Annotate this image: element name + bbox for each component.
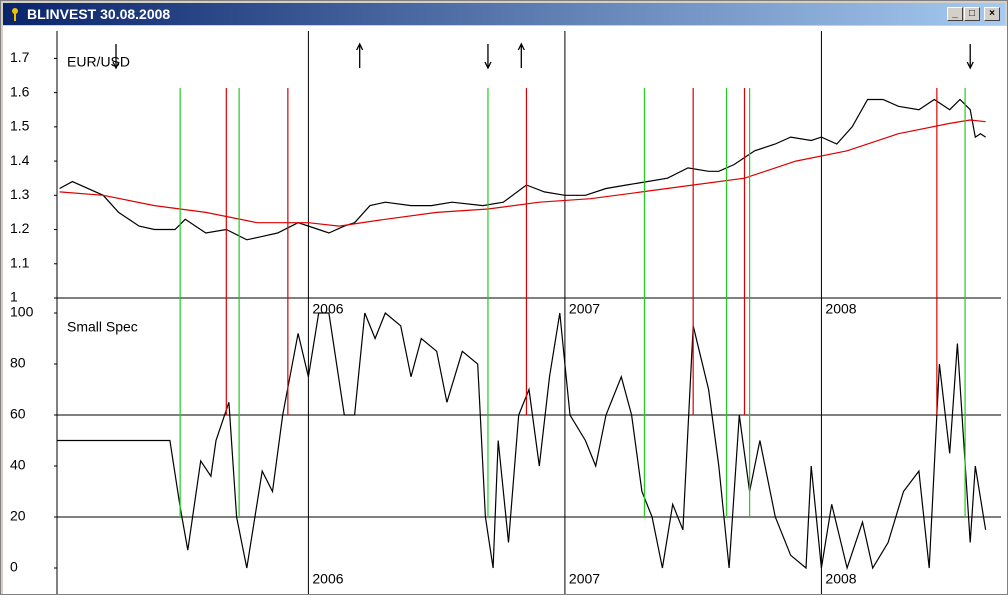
y-tick-label: 1.1 (10, 254, 30, 270)
window-title: BLINVEST 30.08.2008 (27, 6, 171, 22)
signal-arrow (484, 44, 492, 70)
series-line (59, 119, 986, 227)
signal-arrow (112, 44, 120, 70)
y-tick-label: 40 (10, 457, 26, 473)
series-label: Small Spec (67, 319, 138, 335)
x-tick-label: 2008 (825, 571, 856, 587)
arrow-head (484, 61, 492, 70)
y-tick-label: 100 (10, 304, 34, 320)
y-tick-label: 1.5 (10, 118, 30, 134)
y-tick-label: 20 (10, 508, 26, 524)
signal-arrow (517, 42, 525, 68)
arrow-head (112, 61, 120, 70)
arrow-head (356, 42, 364, 51)
y-tick-label: 1 (10, 289, 18, 305)
y-tick-label: 0 (10, 559, 18, 575)
x-tick-label: 2007 (569, 301, 600, 317)
x-tick-label: 2006 (312, 301, 343, 317)
app-icon (12, 8, 18, 21)
minimize-button[interactable]: _ (947, 7, 963, 21)
maximize-button[interactable]: □ (964, 7, 980, 21)
x-tick-label: 2008 (825, 301, 856, 317)
y-tick-label: 1.4 (10, 152, 30, 168)
x-tick-label: 2006 (312, 571, 343, 587)
y-tick-label: 1.3 (10, 186, 30, 202)
series-line (59, 98, 986, 241)
signal-arrow (356, 42, 364, 68)
close-button[interactable]: × (984, 7, 1000, 21)
y-tick-label: 60 (10, 406, 26, 422)
y-tick-label: 1.2 (10, 220, 30, 236)
chart-area: 2006 2007 2008 1 1.1 1.2 1.3 1.4 1.5 1.6 1.7 EUR/US… (3, 26, 1007, 594)
y-tick-label: 1.7 (10, 49, 30, 65)
title-bar: BLINVEST 30.08.2008 _ □ × (3, 3, 1005, 25)
arrow-head (517, 42, 525, 51)
x-tick-label: 2007 (569, 571, 600, 587)
series-label: EUR/USD (67, 54, 130, 70)
y-tick-label: 80 (10, 355, 26, 371)
signal-arrow (966, 44, 974, 70)
arrow-head (966, 61, 974, 70)
y-tick-label: 1.6 (10, 83, 30, 99)
series-line (57, 312, 987, 571)
